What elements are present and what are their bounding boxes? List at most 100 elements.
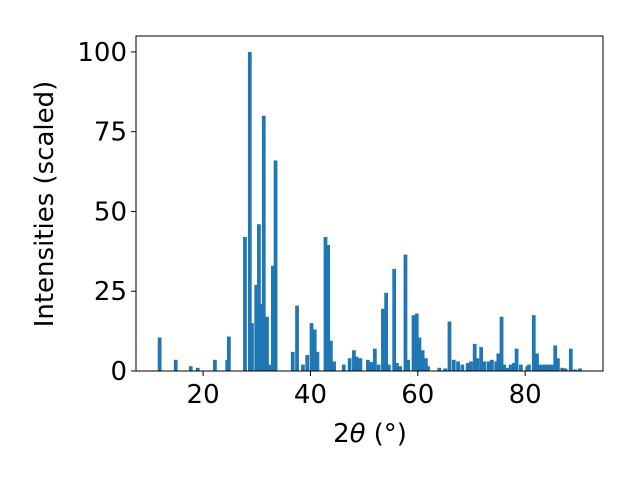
x-axis-label-unit: (°) (374, 419, 407, 449)
bar (538, 364, 543, 371)
bar (247, 51, 252, 371)
x-tick-label: 60 (401, 380, 434, 410)
bar (392, 268, 397, 371)
bar (486, 361, 491, 371)
bar (403, 254, 408, 371)
bar (265, 316, 269, 371)
bar (271, 265, 275, 371)
bar (372, 348, 377, 371)
bar (518, 364, 523, 371)
bar (243, 237, 247, 371)
bar (326, 244, 331, 371)
bar (301, 364, 305, 371)
bar (447, 321, 452, 371)
bar (250, 323, 254, 371)
bar (358, 358, 363, 371)
bar (273, 160, 278, 371)
bar (502, 364, 507, 371)
bar (465, 363, 470, 371)
bar (261, 115, 266, 371)
bar (469, 361, 473, 371)
bar (411, 315, 416, 371)
bar (505, 367, 509, 371)
y-tick-label: 50 (94, 197, 127, 227)
bar (578, 368, 582, 371)
bar (347, 358, 352, 371)
bar (508, 364, 513, 371)
bar (514, 348, 519, 371)
x-axis-ticks: 20 40 60 80 (187, 371, 542, 410)
bar (437, 367, 442, 371)
bar (312, 329, 317, 371)
bar (496, 353, 501, 371)
y-axis-label: Intensities (scaled) (30, 81, 60, 328)
bar (535, 353, 539, 371)
x-axis-label-main: 2 (333, 419, 350, 449)
bar (384, 292, 389, 371)
bar (531, 315, 536, 371)
bar (328, 340, 333, 371)
y-tick-label: 0 (110, 357, 127, 387)
bar (556, 358, 560, 371)
y-tick-label: 100 (77, 38, 127, 68)
bar (332, 361, 336, 371)
bar (323, 237, 328, 371)
bar (573, 369, 577, 371)
bar (568, 348, 573, 371)
bar (546, 364, 551, 371)
bar (259, 304, 263, 371)
bar (414, 313, 419, 371)
bar (553, 345, 558, 371)
bar (451, 359, 456, 371)
bar (490, 359, 494, 371)
bar (369, 362, 373, 371)
y-axis-ticks: 0 25 50 75 100 (77, 38, 136, 387)
bar (226, 336, 231, 371)
bar (354, 356, 359, 371)
bar (549, 364, 554, 371)
y-tick-label: 75 (94, 118, 127, 148)
bar (563, 368, 568, 371)
bar (295, 305, 299, 371)
bar (366, 359, 370, 371)
bar (386, 364, 391, 371)
bar (341, 364, 346, 371)
bar (254, 284, 259, 371)
bar (479, 347, 484, 371)
bar (541, 364, 545, 371)
x-tick-label: 80 (509, 380, 542, 410)
y-tick-label: 25 (94, 277, 127, 307)
bar (475, 358, 480, 371)
bar (417, 337, 422, 371)
bar (460, 364, 465, 371)
bar (494, 361, 499, 371)
bar (268, 364, 273, 371)
bar (188, 366, 193, 371)
bar (290, 351, 295, 371)
bar (512, 363, 516, 371)
bar (395, 363, 399, 371)
bar (443, 368, 448, 371)
x-tick-label: 40 (294, 380, 327, 410)
bar (305, 355, 310, 371)
bar (352, 350, 356, 371)
bar (315, 351, 320, 371)
bar (560, 367, 565, 371)
bar (456, 361, 460, 371)
bar (213, 359, 217, 371)
bar (381, 308, 385, 371)
bar (499, 316, 504, 371)
bar (482, 361, 487, 371)
bar (423, 358, 428, 371)
bar (398, 366, 402, 371)
bars-group (157, 51, 582, 371)
bar (472, 343, 477, 371)
bar (544, 364, 548, 371)
x-axis-label: 2θ (°) (333, 419, 407, 449)
bar (406, 359, 411, 371)
bar (309, 323, 314, 371)
plot-frame (135, 35, 604, 372)
bar (376, 364, 381, 371)
bar (527, 364, 531, 371)
